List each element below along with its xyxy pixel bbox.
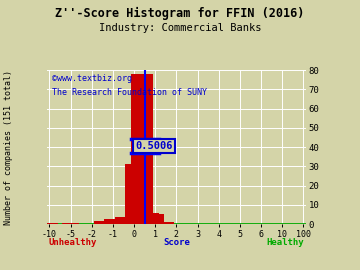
Bar bbox=[125, 164, 143, 224]
Text: 0.5006: 0.5006 bbox=[135, 141, 172, 151]
Text: Score: Score bbox=[163, 238, 190, 247]
Bar bbox=[104, 219, 122, 224]
Text: Industry: Commercial Banks: Industry: Commercial Banks bbox=[99, 23, 261, 33]
Bar bbox=[136, 74, 153, 224]
Bar bbox=[62, 223, 79, 224]
Text: Unhealthy: Unhealthy bbox=[49, 238, 97, 247]
Bar bbox=[131, 74, 148, 224]
Text: ©www.textbiz.org: ©www.textbiz.org bbox=[52, 74, 132, 83]
Text: Number of companies (151 total): Number of companies (151 total) bbox=[4, 70, 14, 225]
Text: Z''-Score Histogram for FFIN (2016): Z''-Score Histogram for FFIN (2016) bbox=[55, 7, 305, 20]
Bar bbox=[41, 223, 58, 224]
Bar bbox=[157, 222, 175, 224]
Bar bbox=[147, 214, 164, 224]
Text: The Research Foundation of SUNY: The Research Foundation of SUNY bbox=[52, 87, 207, 96]
Text: Healthy: Healthy bbox=[266, 238, 304, 247]
Bar bbox=[94, 221, 111, 224]
Bar bbox=[115, 217, 132, 224]
Bar bbox=[141, 212, 159, 224]
